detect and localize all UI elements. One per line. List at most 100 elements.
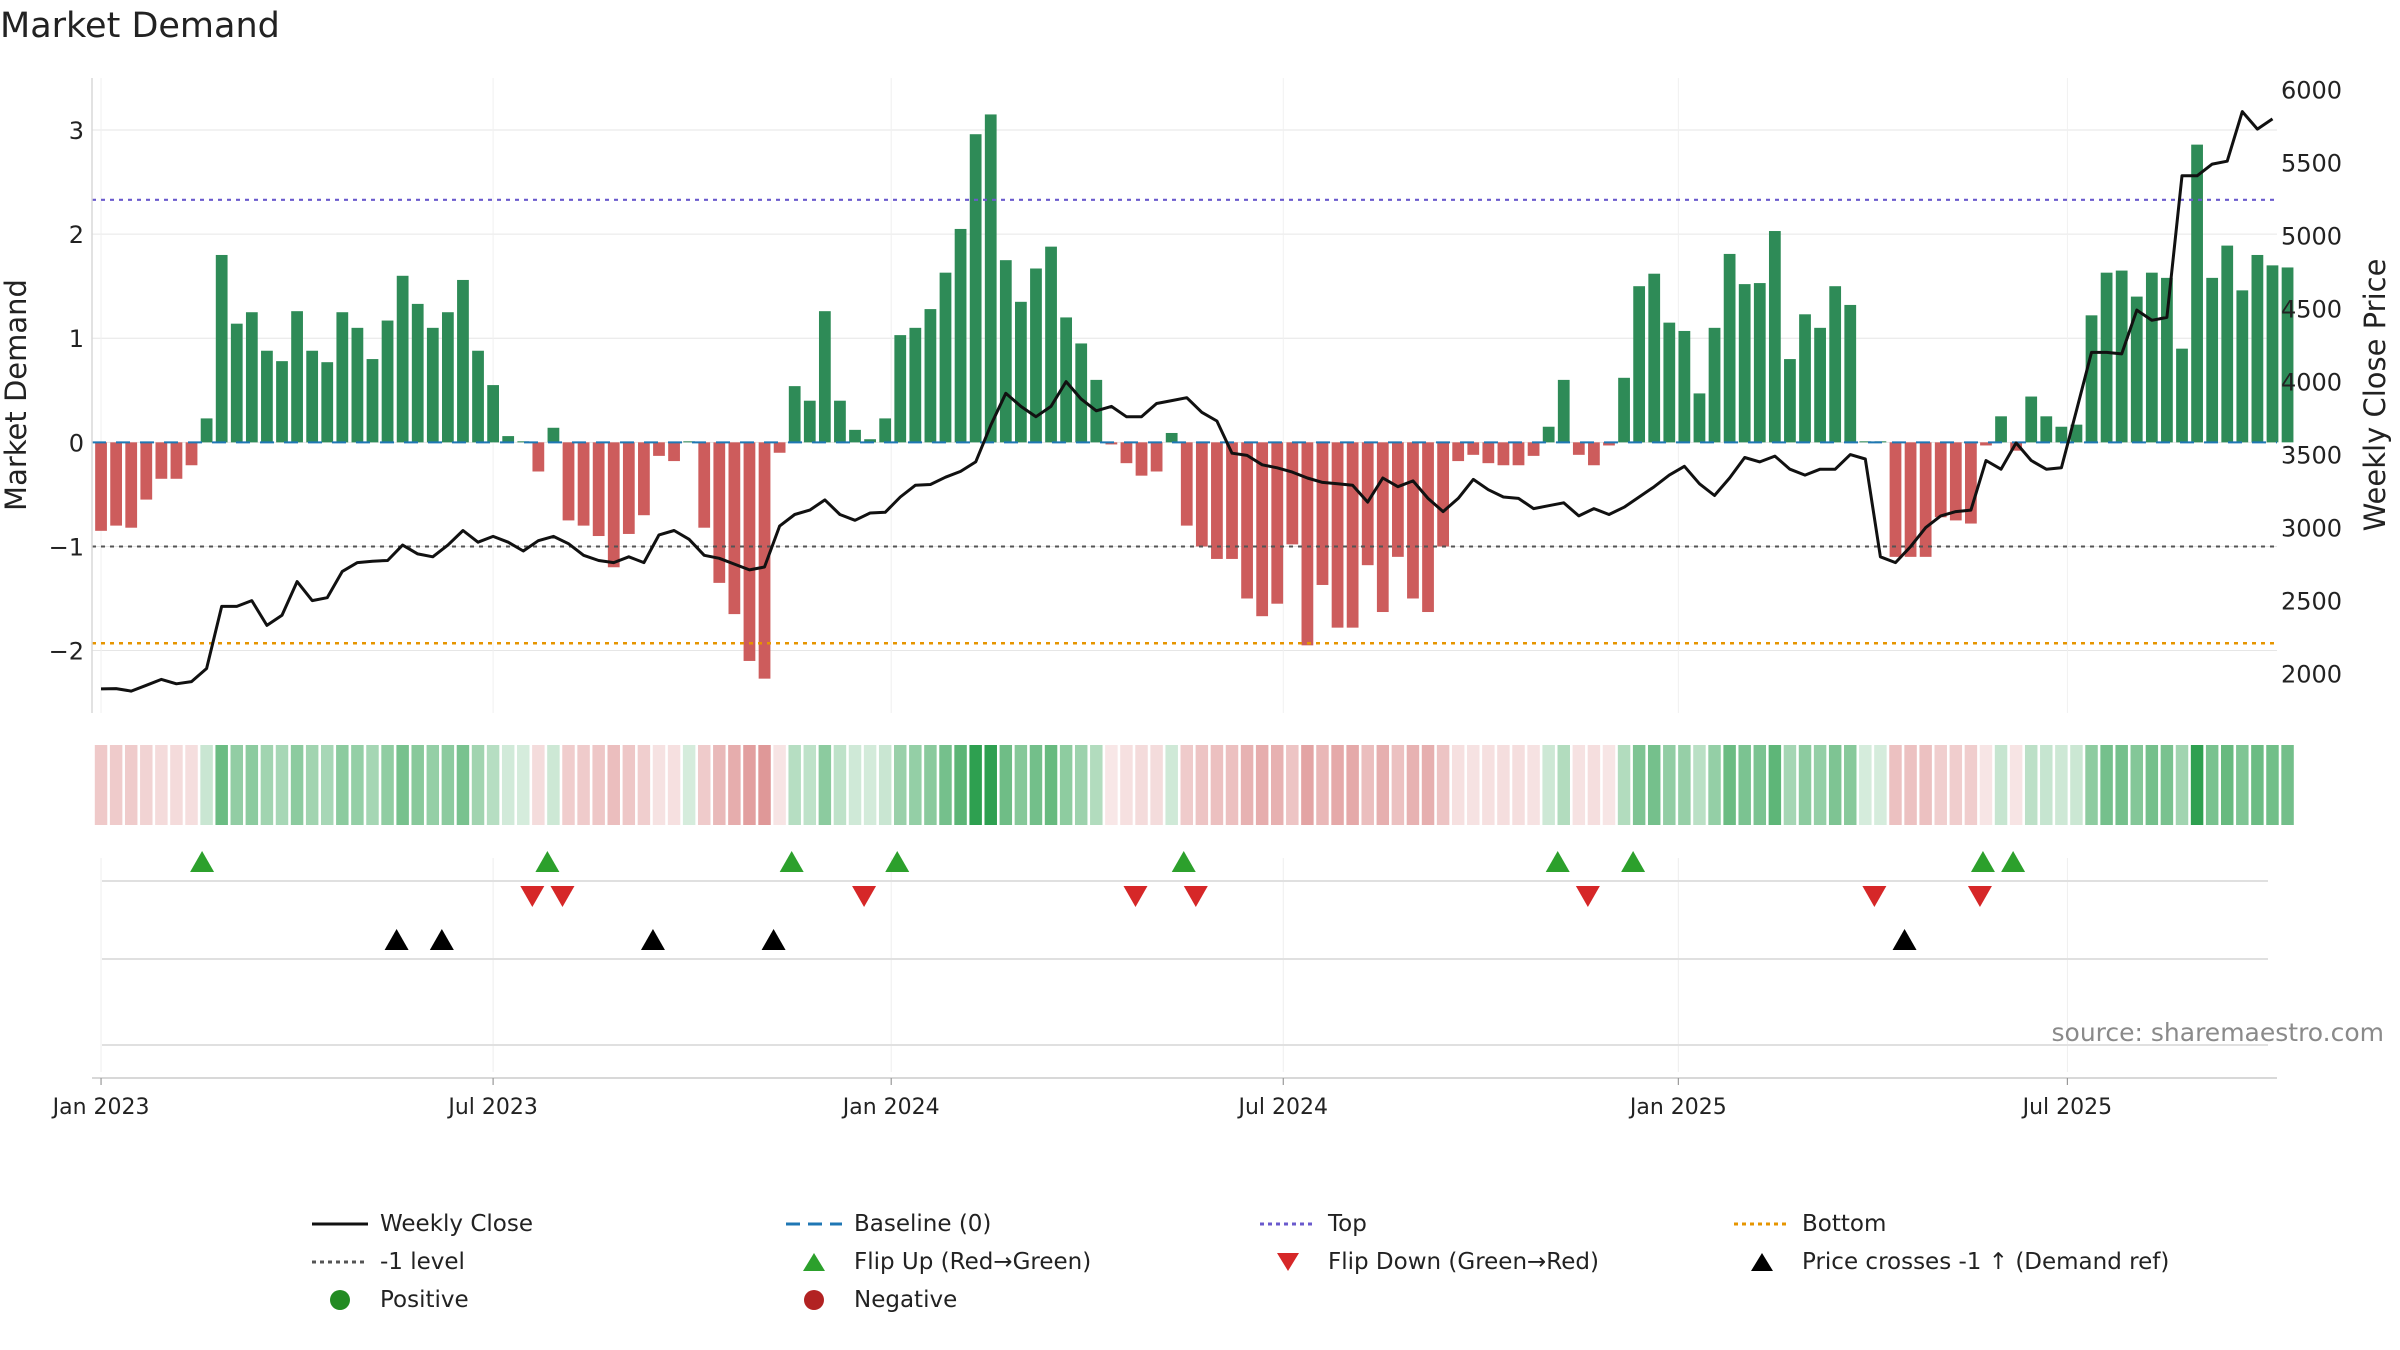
flip-down-marker [1967,886,1992,907]
chart-title: Market Demand [0,6,280,46]
positive-bar [924,309,937,443]
negative-bar [698,442,711,528]
flip-up-marker [1171,851,1196,872]
positive-bar [351,327,364,443]
legend-item-negative: Negative [774,1284,1248,1316]
heat-cell [2236,745,2249,825]
legend-label: Weekly Close [380,1211,533,1237]
heat-cell [1074,745,1088,825]
heat-cell [1783,745,1797,825]
negative-bar [1452,442,1465,462]
positive-bar [954,228,967,443]
heat-cell [366,745,379,825]
legend-item-weekly-close: Weekly Close [300,1208,774,1240]
heat-cell [140,745,153,825]
heat-cell [2115,745,2128,825]
heat-cell [1602,745,1616,825]
flip-down-marker [1123,886,1148,907]
positive-bar [1542,426,1555,443]
y-tick-label: −2 [49,638,84,666]
x-tick-label: Jan 2025 [1628,1095,1727,1120]
heat-cell [1286,745,1299,825]
legend-item-baseline: Baseline (0) [774,1208,1248,1240]
heat-cell [652,745,666,825]
heat-cell [667,745,681,825]
negative-bar [1512,442,1525,466]
heat-cell [1270,745,1284,825]
heat-cell [1919,745,1932,825]
heat-cell [260,745,274,825]
negative-bar [1889,442,1902,557]
heat-cell [1135,745,1148,825]
positive-bar [1799,314,1811,443]
heat-cell [803,745,817,825]
positive-bar [441,312,454,443]
flip-up-marker [779,851,804,872]
positive-bar [547,427,560,443]
heat-cell [2145,745,2159,825]
positive-bar [1738,284,1751,443]
negative-bar [743,442,756,661]
heat-cell [441,745,455,825]
heat-cell [2175,745,2189,825]
heat-cell [2160,745,2174,825]
negative-bar [532,442,545,472]
negative-bar [1316,442,1329,585]
heat-cell [1376,745,1390,825]
heat-cell [1014,745,1028,825]
positive-bar [2085,315,2098,443]
positive-bar [864,439,876,443]
heat-cell [547,745,560,825]
positive-bar [230,323,243,443]
heat-cell [607,745,620,825]
heat-cell [1316,745,1329,825]
heat-cell [1844,745,1857,825]
bottom-legend-icon [1722,1208,1802,1240]
heat-cell [1557,745,1570,825]
heat-cell [170,745,183,825]
heat-cell [351,745,364,825]
heat-cell [200,745,213,825]
heat-cell [1120,745,1133,825]
positive-bar [245,312,258,443]
heat-cell [1813,745,1827,825]
y2-tick-label: 2000 [2281,661,2342,689]
legend-label: Bottom [1802,1211,1887,1237]
price-cross-marker [384,929,409,950]
negative-bar [1286,442,1299,545]
positive-bar [411,303,424,443]
positive-bar [818,311,831,443]
x-tick-label: Jan 2023 [51,1095,150,1120]
heat-cell [1542,745,1555,825]
positive-bar [502,436,515,443]
negative-bar [1391,442,1404,557]
heat-cell [1255,745,1269,825]
positive-bar [291,311,303,443]
positive-bar [381,320,394,443]
heat-cell [1301,745,1314,825]
positive-bar [472,350,484,443]
negative-bar [95,442,107,531]
flip-down-marker [1183,886,1208,907]
positive-bar [2281,267,2294,443]
heat-cell [2220,745,2234,825]
y-axis-title: Market Demand [0,279,33,511]
positive-bar [1633,286,1646,443]
positive-bar [276,361,288,443]
heat-cell [290,745,304,825]
heat-cell [592,745,605,825]
heat-cell [1467,745,1480,825]
heat-cell [245,745,259,825]
heat-cell [1180,745,1194,825]
heat-cell [1617,745,1631,825]
heat-cell [637,745,651,825]
legend-item-flip-up: Flip Up (Red→Green) [774,1246,1248,1278]
positive-bar [1045,246,1057,443]
positive-bar [2145,272,2158,443]
axes: 3 2 1 0 −1 −2 6000 5500 5000 4500 4000 3500 3000 2500… [49,77,2342,1120]
flip-up-marker [2001,851,2026,872]
negative-bar [1195,442,1208,547]
positive-bar [1995,416,2007,443]
heat-cell [1029,745,1043,825]
x-tick-label: Jul 2024 [1237,1095,1329,1120]
